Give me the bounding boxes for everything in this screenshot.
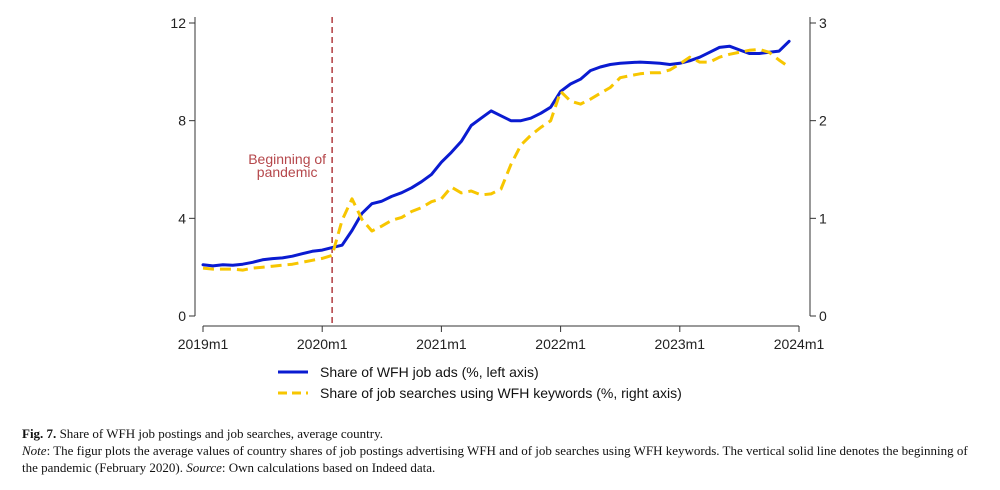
pandemic-annotation: Beginning of pandemic <box>248 17 333 326</box>
source-text: : Own calculations based on Indeed data. <box>221 460 436 475</box>
x-tick-label: 2023m1 <box>655 336 706 352</box>
x-tick-label: 2019m1 <box>178 336 229 352</box>
right-tick-label: 2 <box>819 113 827 129</box>
source-label: Source <box>186 460 222 475</box>
legend: Share of WFH job ads (%, left axis) Shar… <box>278 364 682 401</box>
left-tick-label: 4 <box>178 210 186 226</box>
legend-label-wfh-job-ads: Share of WFH job ads (%, left axis) <box>320 364 539 380</box>
figure-label: Fig. 7. <box>22 426 57 441</box>
x-tick-label: 2024m1 <box>774 336 825 352</box>
right-y-ticks: 0 1 2 3 <box>810 15 827 324</box>
note-text: : The figur plots the average values of … <box>22 443 968 475</box>
figure-note: Note: The figur plots the average values… <box>22 442 982 476</box>
left-tick-label: 8 <box>178 113 186 129</box>
x-ticks: 2019m1 2020m1 2021m1 2022m1 2023m1 2024m1 <box>178 326 825 352</box>
left-tick-label: 12 <box>170 15 186 31</box>
figure-caption: Fig. 7. Share of WFH job postings and jo… <box>22 425 982 476</box>
figure-title-row: Fig. 7. Share of WFH job postings and jo… <box>22 425 982 442</box>
left-tick-label: 0 <box>178 308 186 324</box>
pandemic-label-line2: pandemic <box>257 164 318 180</box>
note-label: Note <box>22 443 47 458</box>
right-tick-label: 1 <box>819 210 827 226</box>
left-y-ticks: 0 4 8 12 <box>170 15 195 324</box>
right-tick-label: 3 <box>819 15 827 31</box>
x-tick-label: 2020m1 <box>297 336 348 352</box>
pandemic-label-line1: Beginning of <box>248 151 326 167</box>
right-tick-label: 0 <box>819 308 827 324</box>
legend-label-wfh-job-searches: Share of job searches using WFH keywords… <box>320 385 682 401</box>
plot-frame <box>194 17 811 327</box>
series-line-wfh-job-ads <box>201 39 791 268</box>
x-tick-label: 2021m1 <box>416 336 467 352</box>
series-layer <box>201 39 791 272</box>
x-tick-label: 2022m1 <box>535 336 586 352</box>
figure-title: Share of WFH job postings and job search… <box>59 426 384 441</box>
